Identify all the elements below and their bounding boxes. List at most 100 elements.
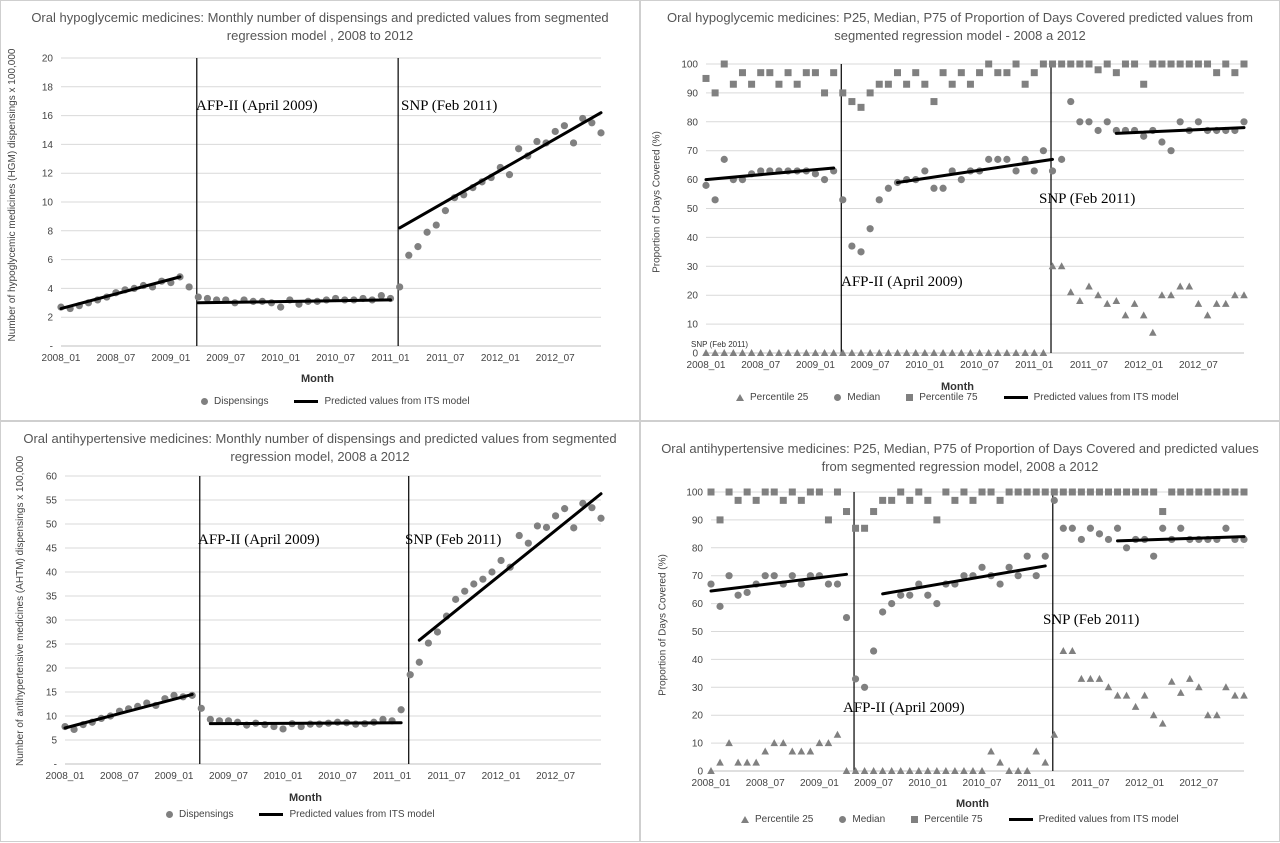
x-tick-label: 2009_07 xyxy=(854,778,893,789)
median-point xyxy=(461,587,469,595)
p75-point xyxy=(716,516,724,524)
p75-point xyxy=(806,488,814,496)
p75-point xyxy=(994,69,1002,77)
p75-point xyxy=(866,89,874,97)
y-tick-label: 60 xyxy=(692,599,704,610)
p75-point xyxy=(1077,488,1085,496)
median-point xyxy=(933,600,941,608)
p75-point xyxy=(788,488,796,496)
median-point xyxy=(870,647,878,655)
p75-point xyxy=(879,496,887,504)
median-point xyxy=(1058,155,1066,163)
p25-point xyxy=(1167,677,1176,685)
median-point xyxy=(875,196,883,204)
y-tick-label: 40 xyxy=(692,655,704,666)
p25-point xyxy=(1057,262,1066,270)
p75-point xyxy=(969,496,977,504)
y-tick-label: - xyxy=(54,760,57,771)
y-tick-label: 50 xyxy=(46,520,58,531)
median-point xyxy=(1158,138,1166,146)
median-point xyxy=(725,572,733,580)
x-tick-label: 2008_07 xyxy=(100,771,139,782)
x-tick-label: 2009_07 xyxy=(851,360,890,371)
median-point xyxy=(569,139,578,147)
p75-point xyxy=(1012,60,1020,68)
p25-point xyxy=(966,349,975,356)
y-tick-label: 20 xyxy=(46,664,58,675)
p25-point xyxy=(797,747,806,755)
median-point xyxy=(788,572,796,580)
median-point xyxy=(1240,118,1248,126)
median-point xyxy=(743,588,751,597)
chart-panel-ahtm-pdc: 0 10 20 30 40 50 60 70 80 90 100 2008_01 2008_07 2009… xyxy=(640,421,1280,842)
p75-point xyxy=(1194,60,1202,68)
x-axis-label: Month xyxy=(289,792,322,804)
plot-area: 0 10 20 30 40 50 60 70 80 90 100 2008_01 2008_07 2009… xyxy=(681,60,1248,371)
median-point xyxy=(842,613,851,622)
median-point xyxy=(597,514,605,522)
x-tick-label: 2008_07 xyxy=(746,778,785,789)
x-tick-label: 2010_07 xyxy=(963,778,1002,789)
x-tick-label: 2010_01 xyxy=(905,360,944,371)
p75-point xyxy=(1213,69,1221,77)
p25-point xyxy=(1113,691,1122,699)
line-marker-icon xyxy=(294,400,319,403)
p75-point xyxy=(1039,60,1047,68)
p25-point xyxy=(914,767,923,774)
p75-point xyxy=(1095,488,1103,496)
p75-point xyxy=(1167,60,1175,68)
p25-point xyxy=(725,739,733,747)
p75-point xyxy=(1049,60,1057,68)
p25-point xyxy=(770,739,779,747)
legend: Percentile 25 Median Percentile 75 Predi… xyxy=(736,392,1205,403)
legend-label: Percentile 75 xyxy=(924,814,983,825)
median-point xyxy=(1068,524,1076,532)
median-point xyxy=(930,184,938,192)
p25-point xyxy=(1068,647,1077,655)
median-point xyxy=(1085,118,1093,126)
y-tick-label: 0 xyxy=(697,767,703,778)
y-tick-label: 30 xyxy=(46,616,58,627)
x-tick-label: 2010_01 xyxy=(264,771,303,782)
legend-label: Predicted values from ITS model xyxy=(289,809,435,820)
p25-point xyxy=(866,349,874,356)
p75-point xyxy=(930,98,938,106)
median-point xyxy=(906,591,914,599)
p75-point xyxy=(966,80,974,88)
p75-point xyxy=(985,60,993,68)
p25-point xyxy=(1195,683,1203,691)
legend-label: Percentile 25 xyxy=(755,814,814,825)
p75-point xyxy=(1030,69,1038,77)
p25-point xyxy=(1050,730,1059,738)
x-tick-label: 2012_01 xyxy=(482,771,521,782)
median-point xyxy=(866,225,874,233)
median-point xyxy=(924,591,932,599)
p25-point xyxy=(1213,711,1221,719)
x-tick-label: 2008_01 xyxy=(42,353,81,364)
p75-point xyxy=(1032,488,1040,496)
p25-point xyxy=(924,767,932,774)
y-tick-label: 55 xyxy=(46,496,58,507)
median-point xyxy=(515,531,523,540)
chart-panel-hgm-dispensings: - 2 4 6 8 10 12 14 16 18 20 2008_01 2008_07 2009_01 20… xyxy=(0,0,640,421)
p75-point xyxy=(1003,69,1011,77)
y-tick-label: 12 xyxy=(42,169,54,180)
p75-point xyxy=(1094,66,1102,74)
annotation-snp-small: SNP (Feb 2011) xyxy=(691,340,749,349)
p25-point xyxy=(711,349,719,356)
p75-point xyxy=(725,488,733,496)
p25-point xyxy=(869,767,878,774)
legend-item: Dispensings xyxy=(166,809,233,820)
p75-point xyxy=(948,80,956,88)
predicted-line xyxy=(1116,535,1246,543)
median-point xyxy=(277,303,285,311)
p75-point xyxy=(884,80,892,88)
annotation-afp: AFP-II (April 2009) xyxy=(196,98,318,114)
p25-point xyxy=(1176,282,1184,290)
y-tick-label: 70 xyxy=(692,571,704,582)
p75-point xyxy=(743,488,751,496)
predicted-line xyxy=(1114,126,1246,135)
x-tick-label: 2009_01 xyxy=(151,353,190,364)
p25-point xyxy=(1122,691,1131,699)
legend: Percentile 25 Median Percentile 75 Predi… xyxy=(741,814,1205,825)
